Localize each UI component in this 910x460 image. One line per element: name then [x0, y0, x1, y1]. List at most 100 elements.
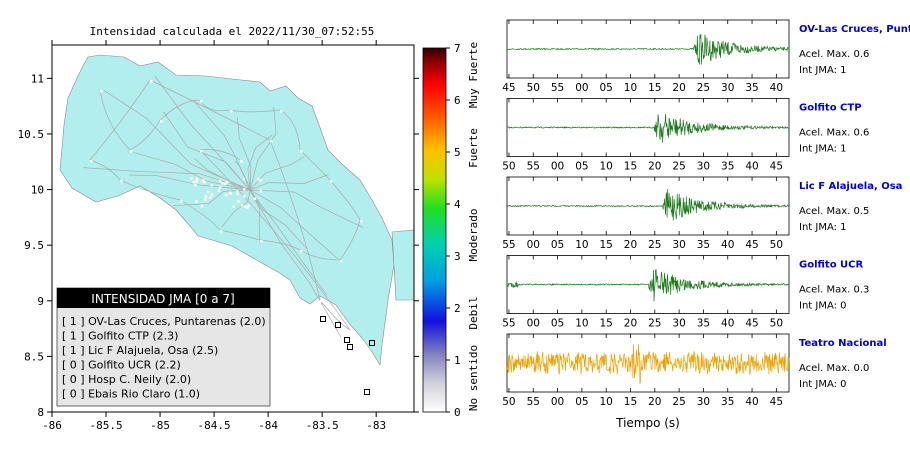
seismograms: 45 50 55 00 05 10 15 20 25 30 35 40 OV-Las Cruces, P… [502, 19, 910, 408]
town-marker [200, 100, 203, 103]
time-tick-label: 20 [624, 318, 637, 330]
peak-acceleration: Acel. Max. 0.6 [799, 128, 869, 139]
road [247, 134, 273, 191]
peak-acceleration: Acel. Max. 0.3 [799, 285, 869, 296]
town-marker [330, 180, 333, 183]
road [219, 229, 261, 241]
peak-acceleration: Acel. Max. 0.5 [799, 206, 869, 217]
map-axes: 11 10.5 10 9.5 9 8.5 8-86 -85.5 -85 -84.5 -84 -83.5… [18, 40, 419, 432]
town-marker [195, 180, 199, 183]
town-marker [204, 195, 208, 198]
time-tick-label: 50 [770, 318, 783, 330]
colorbar-tick-label: 6 [454, 94, 461, 107]
time-tick-label: 00 [575, 82, 588, 94]
road [179, 199, 221, 231]
time-tick-label: 25 [697, 82, 710, 94]
road [99, 89, 131, 151]
time-tick-label: 15 [624, 396, 637, 408]
seismogram-panel: 45 50 55 00 05 10 15 20 25 30 35 40 OV-Las Cruces, P… [502, 19, 910, 94]
station-name: OV-Las Cruces, Puntar [799, 24, 910, 35]
time-tick-label: 45 [770, 396, 783, 408]
time-tick-label: 05 [599, 82, 612, 94]
town-marker [210, 193, 214, 196]
time-tick-label: 10 [599, 161, 612, 173]
colorbar-tick-label: 2 [454, 302, 461, 315]
time-tick-label: 30 [672, 239, 685, 251]
road [229, 109, 281, 113]
colorbar-ticks: 0 1 2 3 4 5 6 7 [446, 42, 461, 419]
station-square [320, 316, 326, 322]
time-tick-label: 30 [697, 396, 710, 408]
lat-tick-label: 11 [31, 72, 44, 85]
seismogram-panel: 50 55 00 05 10 15 20 25 30 35 40 45 Teatro Nacional A… [502, 333, 887, 408]
town-marker [243, 195, 246, 198]
town-marker [232, 205, 235, 208]
seismogram-trace [506, 113, 790, 143]
lat-tick-label: 10.5 [18, 128, 45, 141]
time-tick-label: 35 [697, 239, 710, 251]
town-marker [204, 197, 207, 200]
station-square [335, 322, 341, 328]
colorbar-category: Debil [467, 296, 480, 329]
colorbar-category: Moderado [467, 209, 480, 262]
colorbar-categories: No sentido Debil Moderado Fuerte Muy Fuerte [467, 42, 480, 411]
town-marker [195, 177, 199, 180]
time-tick-label: 00 [527, 318, 540, 330]
time-tick-label: 55 [502, 239, 515, 251]
road [199, 149, 351, 331]
road [133, 152, 251, 191]
road [249, 189, 338, 259]
town-marker [360, 220, 363, 223]
town-marker [190, 177, 193, 180]
time-tick-label: 40 [770, 82, 783, 94]
road [249, 106, 277, 191]
time-tick-label: 05 [551, 318, 564, 330]
colorbar-tick-label: 1 [454, 354, 461, 367]
town-marker [217, 189, 221, 192]
lon-tick-label: -85.5 [89, 419, 122, 432]
town-marker [237, 200, 240, 203]
time-tick-label: 10 [575, 318, 588, 330]
town-marker [130, 150, 133, 153]
time-tick-label: 40 [745, 396, 758, 408]
time-tick-label: 30 [721, 82, 734, 94]
colorbar-tick-label: 4 [454, 198, 461, 211]
time-tick-label: 50 [502, 161, 515, 173]
time-tick-label: 10 [624, 82, 637, 94]
legend-header-bg [57, 288, 270, 308]
colorbar-tick-label: 5 [454, 146, 461, 159]
colorbar-tick-label: 7 [454, 42, 461, 55]
seismogram-panel: 50 55 00 05 10 15 20 25 30 35 40 45 Golfito CTP Acel.… [502, 98, 869, 173]
legend-row: [ 0 ] Golfito UCR (2.2) [62, 359, 181, 372]
town-marker [242, 177, 246, 181]
time-tick-label: 05 [575, 161, 588, 173]
town-marker [90, 160, 93, 163]
town-marker [253, 197, 257, 200]
town-marker [236, 189, 239, 193]
road [249, 156, 305, 191]
town-marker [100, 90, 103, 93]
station-name: Teatro Nacional [799, 338, 887, 349]
intensity-legend: INTENSIDAD JMA [0 a 7] [ 1 ] OV-Las Cruc… [56, 287, 271, 407]
time-tick-label: 55 [527, 161, 540, 173]
town-marker [240, 160, 243, 163]
time-tick-label: 35 [721, 396, 734, 408]
time-tick-label: 20 [624, 239, 637, 251]
road [299, 249, 341, 261]
time-tick-label: 20 [648, 396, 661, 408]
road [329, 179, 361, 221]
jma-intensity: Int JMA: 1 [799, 222, 847, 233]
town-marker [150, 80, 153, 83]
peak-acceleration: Acel. Max. 0.6 [799, 49, 869, 60]
town-marker [194, 183, 197, 187]
colorbar-category: Muy Fuerte [467, 42, 480, 108]
lon-tick-label: -85 [150, 419, 170, 432]
lat-tick-label: 9.5 [24, 239, 44, 252]
station-name: Lic F Alajuela, Osa [799, 181, 902, 192]
town-marker [270, 140, 273, 143]
time-tick-label: 35 [745, 82, 758, 94]
road [299, 149, 331, 181]
time-tick-label: 35 [721, 161, 734, 173]
road [249, 189, 364, 228]
